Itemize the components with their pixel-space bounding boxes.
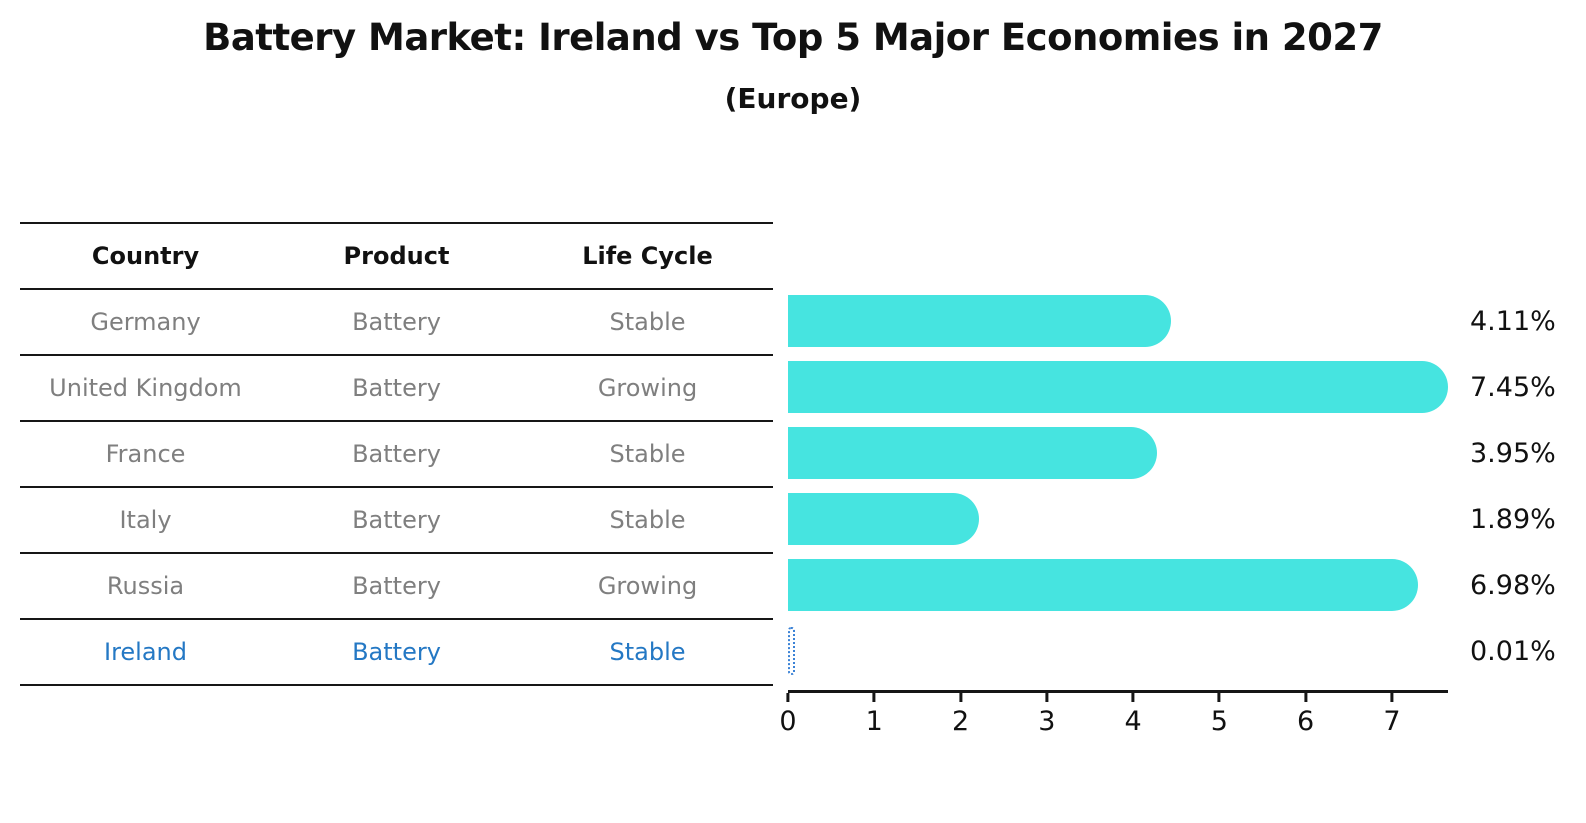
bar-row-russia: [788, 552, 1448, 618]
bar-row-italy: [788, 486, 1448, 552]
column-header-life-cycle: Life Cycle: [582, 242, 713, 270]
x-axis: 0 1 2 3 4 5 6 7: [779, 690, 1448, 740]
bar-plot-area: [788, 288, 1448, 684]
cell-country: Russia: [106, 572, 185, 600]
tick-mark: [872, 693, 876, 702]
x-axis-line: [788, 690, 1448, 693]
tick-label: 4: [1124, 706, 1142, 737]
x-axis-tick-4: 4: [1125, 693, 1142, 737]
cell-country: Ireland: [103, 638, 187, 666]
tick-label: 3: [1038, 706, 1056, 737]
bar-germany: [788, 295, 1171, 347]
tick-mark: [1390, 693, 1394, 702]
column-header-country: Country: [91, 242, 200, 270]
cell-product: Battery: [352, 572, 441, 600]
x-axis-tick-6: 6: [1297, 693, 1314, 737]
table-row-united-kingdom: United Kingdom Battery Growing: [20, 354, 773, 420]
x-axis-tick-1: 1: [866, 693, 883, 737]
bar-row-united-kingdom: [788, 354, 1448, 420]
bar-france: [788, 427, 1157, 479]
value-label-germany: 4.11%: [1470, 305, 1556, 337]
value-label-france: 3.95%: [1470, 437, 1556, 469]
bar-italy: [788, 493, 980, 545]
tick-label: 5: [1210, 706, 1228, 737]
tick-mark: [1131, 693, 1135, 702]
cell-life-cycle: Stable: [609, 506, 686, 534]
cell-life-cycle: Stable: [609, 440, 686, 468]
value-label-column: 4.11% 7.45% 3.95% 1.89% 6.98% 0.01%: [1470, 288, 1582, 684]
table-row-russia: Russia Battery Growing: [20, 552, 773, 618]
bar-row-germany: [788, 288, 1448, 354]
chart-title: Battery Market: Ireland vs Top 5 Major E…: [203, 16, 1383, 59]
table-row-ireland: Ireland Battery Stable: [20, 618, 773, 684]
x-axis-tick-5: 5: [1211, 693, 1228, 737]
tick-label: 6: [1297, 706, 1315, 737]
table-row-italy: Italy Battery Stable: [20, 486, 773, 552]
tick-mark: [1217, 693, 1221, 702]
value-label-russia: 6.98%: [1470, 569, 1556, 601]
x-axis-tick-2: 2: [952, 693, 969, 737]
tick-label: 2: [951, 706, 970, 737]
cell-life-cycle: Stable: [609, 638, 686, 666]
bar-russia: [788, 559, 1419, 611]
tick-mark: [959, 693, 963, 702]
value-label-united-kingdom: 7.45%: [1470, 371, 1556, 403]
tick-label: 7: [1383, 706, 1401, 737]
cell-product: Battery: [352, 374, 441, 402]
x-axis-tick-3: 3: [1038, 693, 1055, 737]
bar-united-kingdom: [788, 361, 1448, 413]
cell-life-cycle: Growing: [597, 572, 698, 600]
table-row-france: France Battery Stable: [20, 420, 773, 486]
tick-mark: [786, 693, 790, 702]
cell-product: Battery: [352, 638, 441, 666]
cell-product: Battery: [352, 506, 441, 534]
tick-label: 1: [865, 706, 883, 737]
data-table: Country Product Life Cycle Germany Batte…: [20, 222, 773, 686]
tick-mark: [1045, 693, 1049, 702]
tick-mark: [1304, 693, 1308, 702]
bar-ireland-dotted: [788, 627, 795, 675]
cell-life-cycle: Growing: [597, 374, 698, 402]
cell-product: Battery: [352, 308, 441, 336]
chart-subtitle: (Europe): [724, 82, 862, 115]
cell-life-cycle: Stable: [609, 308, 686, 336]
table-row-germany: Germany Battery Stable: [20, 288, 773, 354]
x-axis-tick-7: 7: [1383, 693, 1401, 737]
value-label-italy: 1.89%: [1470, 503, 1556, 535]
cell-country: Italy: [119, 506, 172, 534]
cell-product: Battery: [352, 440, 441, 468]
table-header-row: Country Product Life Cycle: [20, 222, 773, 288]
cell-country: United Kingdom: [49, 374, 242, 402]
cell-country: France: [105, 440, 186, 468]
x-axis-tick-0: 0: [779, 693, 797, 737]
tick-label: 0: [779, 706, 797, 737]
column-header-product: Product: [343, 242, 450, 270]
bar-row-ireland: [788, 618, 1448, 684]
value-label-ireland: 0.01%: [1470, 635, 1556, 667]
cell-country: Germany: [90, 308, 201, 336]
bar-row-france: [788, 420, 1448, 486]
